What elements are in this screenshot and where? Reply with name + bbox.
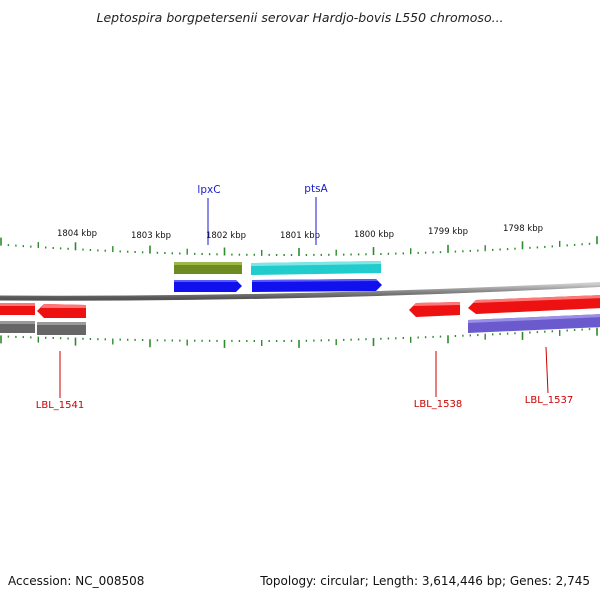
feature-red-left-1[interactable] (0, 303, 35, 315)
feature-ptsa-blue-arrow[interactable] (252, 279, 382, 292)
feature-ptsa-cyan[interactable] (251, 261, 381, 275)
gene-label-lbl1541-group[interactable]: LBL_1541 (36, 351, 84, 411)
feature-gray-left-2[interactable] (37, 322, 86, 335)
topology-label: Topology: (260, 574, 317, 588)
chromosome-backbone (0, 282, 600, 301)
scale-ticks-upper (0, 236, 598, 256)
scale-label-1800: 1800 kbp (354, 230, 394, 240)
feature-gray-left-1[interactable] (0, 321, 35, 333)
accession-label: Accession: (8, 574, 72, 588)
gene-label-lbl1537[interactable]: LBL_1537 (525, 395, 573, 406)
gene-label-lbl1538[interactable]: LBL_1538 (414, 399, 462, 410)
feature-red-lbl1538[interactable] (409, 302, 460, 317)
scale-label-1802: 1802 kbp (206, 231, 246, 241)
feature-red-left-2[interactable] (37, 304, 86, 318)
scale-label-1798: 1798 kbp (503, 224, 543, 234)
feature-lpxc-olive[interactable] (174, 262, 242, 274)
scale-label-1804: 1804 kbp (57, 229, 97, 239)
length-label: Length: (372, 574, 419, 588)
gene-label-lpxc-group[interactable]: lpxC (197, 184, 221, 245)
scale-label-1803: 1803 kbp (131, 231, 171, 241)
feature-purple-lbl1537[interactable] (468, 314, 600, 333)
feature-red-lbl1537[interactable] (468, 295, 600, 314)
scale-ticks-lower (0, 327, 598, 348)
accession-info: Accession: NC_008508 (8, 574, 144, 588)
feature-lpxc-blue-arrow[interactable] (174, 280, 242, 292)
accession-value: NC_008508 (75, 574, 145, 588)
gene-label-lpxc[interactable]: lpxC (197, 184, 220, 196)
genes-value: 2,745 (555, 574, 590, 588)
scale-label-1799: 1799 kbp (428, 227, 468, 237)
gene-label-lbl1541[interactable]: LBL_1541 (36, 400, 84, 411)
map-title: Leptospira borgpetersenii serovar Hardjo… (96, 10, 504, 25)
gene-label-ptsa[interactable]: ptsA (304, 183, 328, 195)
gene-label-lbl1537-group[interactable]: LBL_1537 (525, 346, 573, 406)
gene-label-lbl1538-group[interactable]: LBL_1538 (414, 351, 462, 410)
genome-summary: Topology: circular; Length: 3,614,446 bp… (260, 574, 590, 588)
genes-label: Genes: (509, 574, 552, 588)
scale-label-1801: 1801 kbp (280, 231, 320, 241)
topology-value: circular (320, 574, 365, 588)
gene-label-ptsa-group[interactable]: ptsA (304, 183, 329, 245)
length-value: 3,614,446 bp (421, 574, 502, 588)
